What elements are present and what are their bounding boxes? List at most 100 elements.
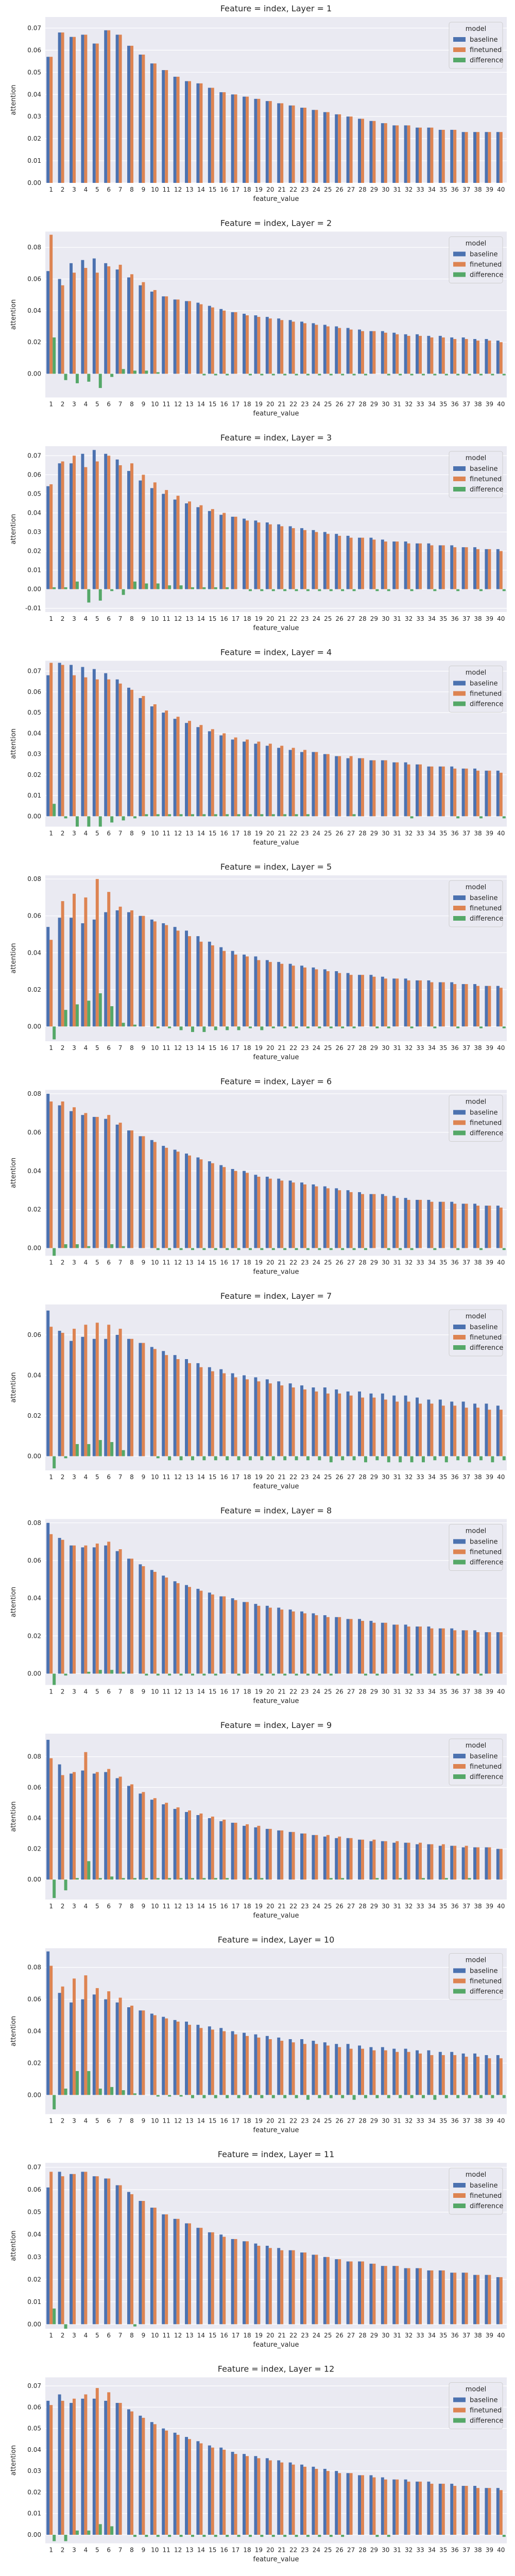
x-tick-label: 9 bbox=[142, 1259, 146, 1266]
x-tick-label: 39 bbox=[486, 2117, 493, 2125]
bar-baseline bbox=[335, 971, 338, 1027]
x-tick-label: 38 bbox=[474, 186, 482, 193]
bar-difference bbox=[375, 2095, 379, 2098]
bar-finetuned bbox=[430, 982, 434, 1027]
bar-baseline bbox=[358, 2261, 362, 2325]
x-tick-label: 3 bbox=[72, 1259, 76, 1266]
bar-baseline bbox=[231, 516, 234, 589]
bar-baseline bbox=[150, 1800, 153, 1880]
x-tick-label: 38 bbox=[474, 1259, 482, 1266]
bar-baseline bbox=[162, 2428, 165, 2535]
bar-baseline bbox=[104, 2400, 108, 2535]
bar-difference bbox=[168, 814, 171, 817]
bar-baseline bbox=[496, 770, 500, 817]
x-tick-label: 18 bbox=[243, 2547, 251, 2554]
bar-baseline bbox=[323, 1615, 327, 1674]
bar-finetuned bbox=[441, 1201, 445, 1248]
x-tick-label: 33 bbox=[416, 186, 424, 193]
bar-finetuned bbox=[315, 1391, 318, 1456]
bar-baseline bbox=[381, 976, 384, 1027]
bar-baseline bbox=[427, 766, 431, 817]
bar-difference bbox=[75, 1444, 79, 1456]
x-tick-label: 32 bbox=[405, 2117, 413, 2125]
bar-finetuned bbox=[188, 501, 191, 589]
x-tick-label: 39 bbox=[486, 615, 493, 622]
bar-difference bbox=[456, 1248, 460, 1250]
bar-baseline bbox=[312, 2466, 315, 2535]
bar-baseline bbox=[265, 522, 269, 589]
bar-baseline bbox=[450, 2052, 454, 2095]
bar-finetuned bbox=[419, 2268, 422, 2325]
x-tick-label: 36 bbox=[451, 1473, 459, 1481]
bar-difference bbox=[64, 1010, 67, 1027]
bar-baseline bbox=[485, 549, 488, 589]
bar-finetuned bbox=[476, 1206, 479, 1248]
bar-finetuned bbox=[107, 2392, 111, 2535]
bar-baseline bbox=[58, 279, 61, 374]
bar-baseline bbox=[254, 1827, 258, 1880]
chart-title: Feature = index, Layer = 6 bbox=[220, 1077, 332, 1087]
bar-finetuned bbox=[130, 1338, 133, 1456]
bar-difference bbox=[456, 1673, 460, 1676]
bar-difference bbox=[75, 2071, 79, 2095]
bar-difference bbox=[444, 1878, 448, 1880]
x-tick-label: 15 bbox=[209, 615, 216, 622]
bar-baseline bbox=[461, 768, 465, 817]
x-tick-label: 14 bbox=[197, 615, 205, 622]
x-tick-label: 23 bbox=[301, 186, 308, 193]
legend-swatch-difference bbox=[453, 916, 466, 921]
legend-swatch-difference bbox=[453, 487, 466, 492]
bar-finetuned bbox=[61, 1775, 64, 1880]
x-tick-label: 30 bbox=[382, 1473, 389, 1481]
legend-label-difference: difference bbox=[470, 701, 503, 708]
bar-finetuned bbox=[95, 2388, 99, 2535]
bar-finetuned bbox=[291, 528, 295, 589]
bar-baseline bbox=[173, 299, 177, 374]
x-tick-label: 27 bbox=[347, 1688, 355, 1696]
x-tick-label: 21 bbox=[278, 2117, 286, 2125]
bar-baseline bbox=[231, 2451, 234, 2535]
bar-difference bbox=[260, 1248, 264, 1250]
bar-finetuned bbox=[257, 1825, 261, 1880]
bar-difference bbox=[341, 1248, 345, 1250]
bar-finetuned bbox=[257, 1381, 261, 1456]
bar-baseline bbox=[104, 263, 108, 374]
bar-finetuned bbox=[95, 879, 99, 1027]
bar-finetuned bbox=[476, 986, 479, 1027]
x-tick-label: 3 bbox=[72, 2332, 76, 2339]
bar-difference bbox=[352, 1026, 356, 1028]
bar-finetuned bbox=[176, 299, 180, 374]
bar-difference bbox=[502, 1248, 506, 1250]
bar-baseline bbox=[358, 2475, 362, 2535]
x-tick-label: 8 bbox=[130, 1044, 134, 1052]
x-tick-label: 34 bbox=[428, 2332, 436, 2339]
bar-difference bbox=[191, 1878, 194, 1880]
bar-baseline bbox=[104, 30, 108, 183]
bar-finetuned bbox=[384, 123, 387, 183]
bar-baseline bbox=[323, 1836, 327, 1880]
bar-baseline bbox=[323, 1186, 327, 1248]
bar-difference bbox=[156, 372, 160, 374]
bar-baseline bbox=[243, 313, 246, 374]
bar-finetuned bbox=[268, 1383, 272, 1456]
bar-finetuned bbox=[61, 1332, 64, 1456]
x-tick-label: 21 bbox=[278, 401, 286, 408]
bar-finetuned bbox=[361, 975, 364, 1027]
bar-finetuned bbox=[488, 132, 491, 183]
legend-title: model bbox=[466, 454, 486, 462]
bar-baseline bbox=[369, 331, 373, 374]
legend-swatch-finetuned bbox=[453, 691, 466, 696]
x-tick-label: 19 bbox=[255, 2117, 263, 2125]
bar-difference bbox=[133, 1024, 136, 1027]
bar-finetuned bbox=[303, 967, 306, 1027]
bar-difference bbox=[433, 1248, 437, 1250]
bar-baseline bbox=[196, 507, 200, 589]
bar-difference bbox=[202, 2534, 206, 2537]
bar-difference bbox=[375, 2534, 379, 2537]
x-axis-label: feature_value bbox=[253, 1912, 299, 1920]
bar-finetuned bbox=[361, 2048, 364, 2095]
x-tick-label: 9 bbox=[142, 1688, 146, 1696]
x-tick-label: 28 bbox=[358, 1903, 366, 1910]
bar-finetuned bbox=[407, 2052, 410, 2095]
bar-finetuned bbox=[199, 941, 203, 1027]
